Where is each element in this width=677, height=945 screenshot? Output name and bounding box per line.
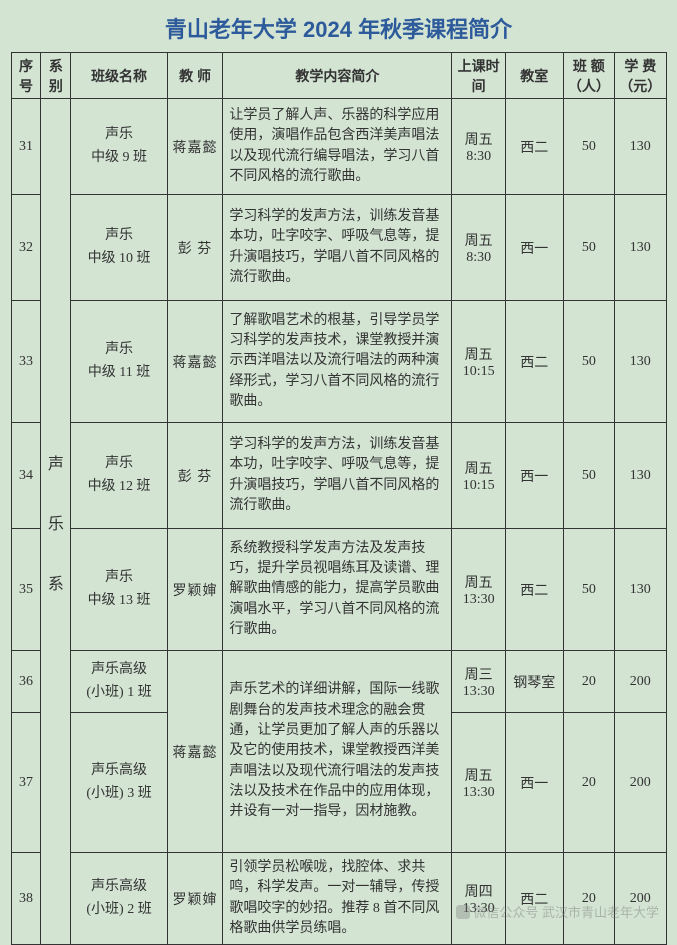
cell-fee: 130 bbox=[615, 529, 666, 651]
cell-class: 声乐高级(小班) 3 班 bbox=[71, 713, 167, 853]
cell-time: 周三13:30 bbox=[452, 651, 506, 713]
cell-capacity: 20 bbox=[563, 651, 614, 713]
cell-room: 西一 bbox=[505, 195, 563, 301]
header-teacher: 教 师 bbox=[167, 53, 223, 99]
page-title: 青山老年大学 2024 年秋季课程简介 bbox=[0, 0, 677, 52]
cell-class: 声乐中级 10 班 bbox=[71, 195, 167, 301]
cell-room: 西二 bbox=[505, 301, 563, 423]
page: 青山老年大学 2024 年秋季课程简介 序号 系别 班级名称 教 师 教学内容简… bbox=[0, 0, 677, 945]
table-row: 31声乐系声乐中级 9 班蒋嘉懿让学员了解人声、乐器的科学应用使用，演唱作品包含… bbox=[11, 99, 666, 195]
cell-capacity: 50 bbox=[563, 301, 614, 423]
cell-teacher: 蒋嘉懿 bbox=[167, 99, 223, 195]
table-row: 33 声乐中级 11 班蒋嘉懿了解歌唱艺术的根基，引导学员学习科学的发声技术，课堂… bbox=[11, 301, 666, 423]
cell-content: 了解歌唱艺术的根基，引导学员学习科学的发声技术，课堂教授并演示西洋唱法以及流行唱… bbox=[223, 301, 452, 423]
cell-class: 声乐中级 9 班 bbox=[71, 99, 167, 195]
cell-teacher: 蒋嘉懿 bbox=[167, 651, 223, 853]
cell-time: 周五13:30 bbox=[452, 529, 506, 651]
cell-seq: 36 bbox=[11, 651, 41, 713]
header-capacity: 班 额（人） bbox=[563, 53, 614, 99]
cell-fee: 200 bbox=[615, 713, 666, 853]
table-row: 35 声乐中级 13 班罗颖婶系统教授科学发声方法及发声技巧，提升学员视唱练耳及读… bbox=[11, 529, 666, 651]
table-body: 31声乐系声乐中级 9 班蒋嘉懿让学员了解人声、乐器的科学应用使用，演唱作品包含… bbox=[11, 99, 666, 945]
cell-seq: 38 bbox=[11, 853, 41, 945]
header-seq: 序号 bbox=[11, 53, 41, 99]
cell-teacher: 蒋嘉懿 bbox=[167, 301, 223, 423]
cell-room: 西二 bbox=[505, 529, 563, 651]
cell-fee: 130 bbox=[615, 423, 666, 529]
cell-teacher: 彭 芬 bbox=[167, 423, 223, 529]
cell-time: 周五13:30 bbox=[452, 713, 506, 853]
cell-seq: 35 bbox=[11, 529, 41, 651]
cell-content: 学习科学的发声方法，训练发音基本功，吐字咬字、呼吸气息等，提升演唱技巧，学唱八首… bbox=[223, 195, 452, 301]
header-content: 教学内容简介 bbox=[223, 53, 452, 99]
cell-class: 声乐高级(小班) 1 班 bbox=[71, 651, 167, 713]
header-dept: 系别 bbox=[41, 53, 71, 99]
cell-content: 学习科学的发声方法，训练发音基本功，吐字咬字、呼吸气息等，提升演唱技巧，学唱八首… bbox=[223, 423, 452, 529]
cell-fee: 130 bbox=[615, 99, 666, 195]
header-time: 上课时间 bbox=[452, 53, 506, 99]
cell-capacity: 50 bbox=[563, 529, 614, 651]
cell-time: 周五10:15 bbox=[452, 301, 506, 423]
cell-room: 钢琴室 bbox=[505, 651, 563, 713]
header-class: 班级名称 bbox=[71, 53, 167, 99]
cell-fee: 200 bbox=[615, 651, 666, 713]
cell-capacity: 20 bbox=[563, 853, 614, 945]
cell-teacher: 彭 芬 bbox=[167, 195, 223, 301]
cell-class: 声乐高级(小班) 2 班 bbox=[71, 853, 167, 945]
cell-time: 周五8:30 bbox=[452, 99, 506, 195]
cell-content: 声乐艺术的详细讲解，国际一线歌剧舞台的发声技术理念的融会贯通，让学员更加了解人声… bbox=[223, 651, 452, 853]
table-row: 34 声乐中级 12 班彭 芬学习科学的发声方法，训练发音基本功，吐字咬字、呼吸气… bbox=[11, 423, 666, 529]
cell-time: 周五10:15 bbox=[452, 423, 506, 529]
cell-room: 西一 bbox=[505, 713, 563, 853]
cell-time: 周四13:30 bbox=[452, 853, 506, 945]
table-row: 38 声乐高级(小班) 2 班罗颖婶引领学员松喉咙，找腔体、求共鸣，科学发声。一对… bbox=[11, 853, 666, 945]
cell-capacity: 20 bbox=[563, 713, 614, 853]
cell-content: 让学员了解人声、乐器的科学应用使用，演唱作品包含西洋美声唱法以及现代流行编导唱法… bbox=[223, 99, 452, 195]
cell-class: 声乐中级 12 班 bbox=[71, 423, 167, 529]
table-row: 36声乐高级(小班) 1 班蒋嘉懿声乐艺术的详细讲解，国际一线歌剧舞台的发声技术… bbox=[11, 651, 666, 713]
cell-seq: 37 bbox=[11, 713, 41, 853]
cell-seq: 32 bbox=[11, 195, 41, 301]
cell-seq: 31 bbox=[11, 99, 41, 195]
cell-class: 声乐中级 13 班 bbox=[71, 529, 167, 651]
table-header: 序号 系别 班级名称 教 师 教学内容简介 上课时间 教室 班 额（人） 学 费… bbox=[11, 53, 666, 99]
cell-class: 声乐中级 11 班 bbox=[71, 301, 167, 423]
cell-fee: 200 bbox=[615, 853, 666, 945]
cell-teacher: 罗颖婶 bbox=[167, 529, 223, 651]
cell-time: 周五8:30 bbox=[452, 195, 506, 301]
header-fee: 学 费（元） bbox=[615, 53, 666, 99]
cell-capacity: 50 bbox=[563, 99, 614, 195]
cell-capacity: 50 bbox=[563, 423, 614, 529]
cell-content: 系统教授科学发声方法及发声技巧，提升学员视唱练耳及读谱、理解歌曲情感的能力，提高… bbox=[223, 529, 452, 651]
table-row: 32 声乐中级 10 班彭 芬学习科学的发声方法，训练发音基本功，吐字咬字、呼吸气… bbox=[11, 195, 666, 301]
cell-fee: 130 bbox=[615, 195, 666, 301]
cell-seq: 34 bbox=[11, 423, 41, 529]
cell-content: 引领学员松喉咙，找腔体、求共鸣，科学发声。一对一辅导，传授歌唱咬字的妙招。推荐 … bbox=[223, 853, 452, 945]
course-table: 序号 系别 班级名称 教 师 教学内容简介 上课时间 教室 班 额（人） 学 费… bbox=[11, 52, 667, 945]
cell-room: 西一 bbox=[505, 423, 563, 529]
cell-fee: 130 bbox=[615, 301, 666, 423]
cell-dept: 声乐系 bbox=[41, 99, 71, 945]
cell-seq: 33 bbox=[11, 301, 41, 423]
header-room: 教室 bbox=[505, 53, 563, 99]
cell-capacity: 50 bbox=[563, 195, 614, 301]
cell-room: 西二 bbox=[505, 99, 563, 195]
cell-room: 西二 bbox=[505, 853, 563, 945]
cell-teacher: 罗颖婶 bbox=[167, 853, 223, 945]
